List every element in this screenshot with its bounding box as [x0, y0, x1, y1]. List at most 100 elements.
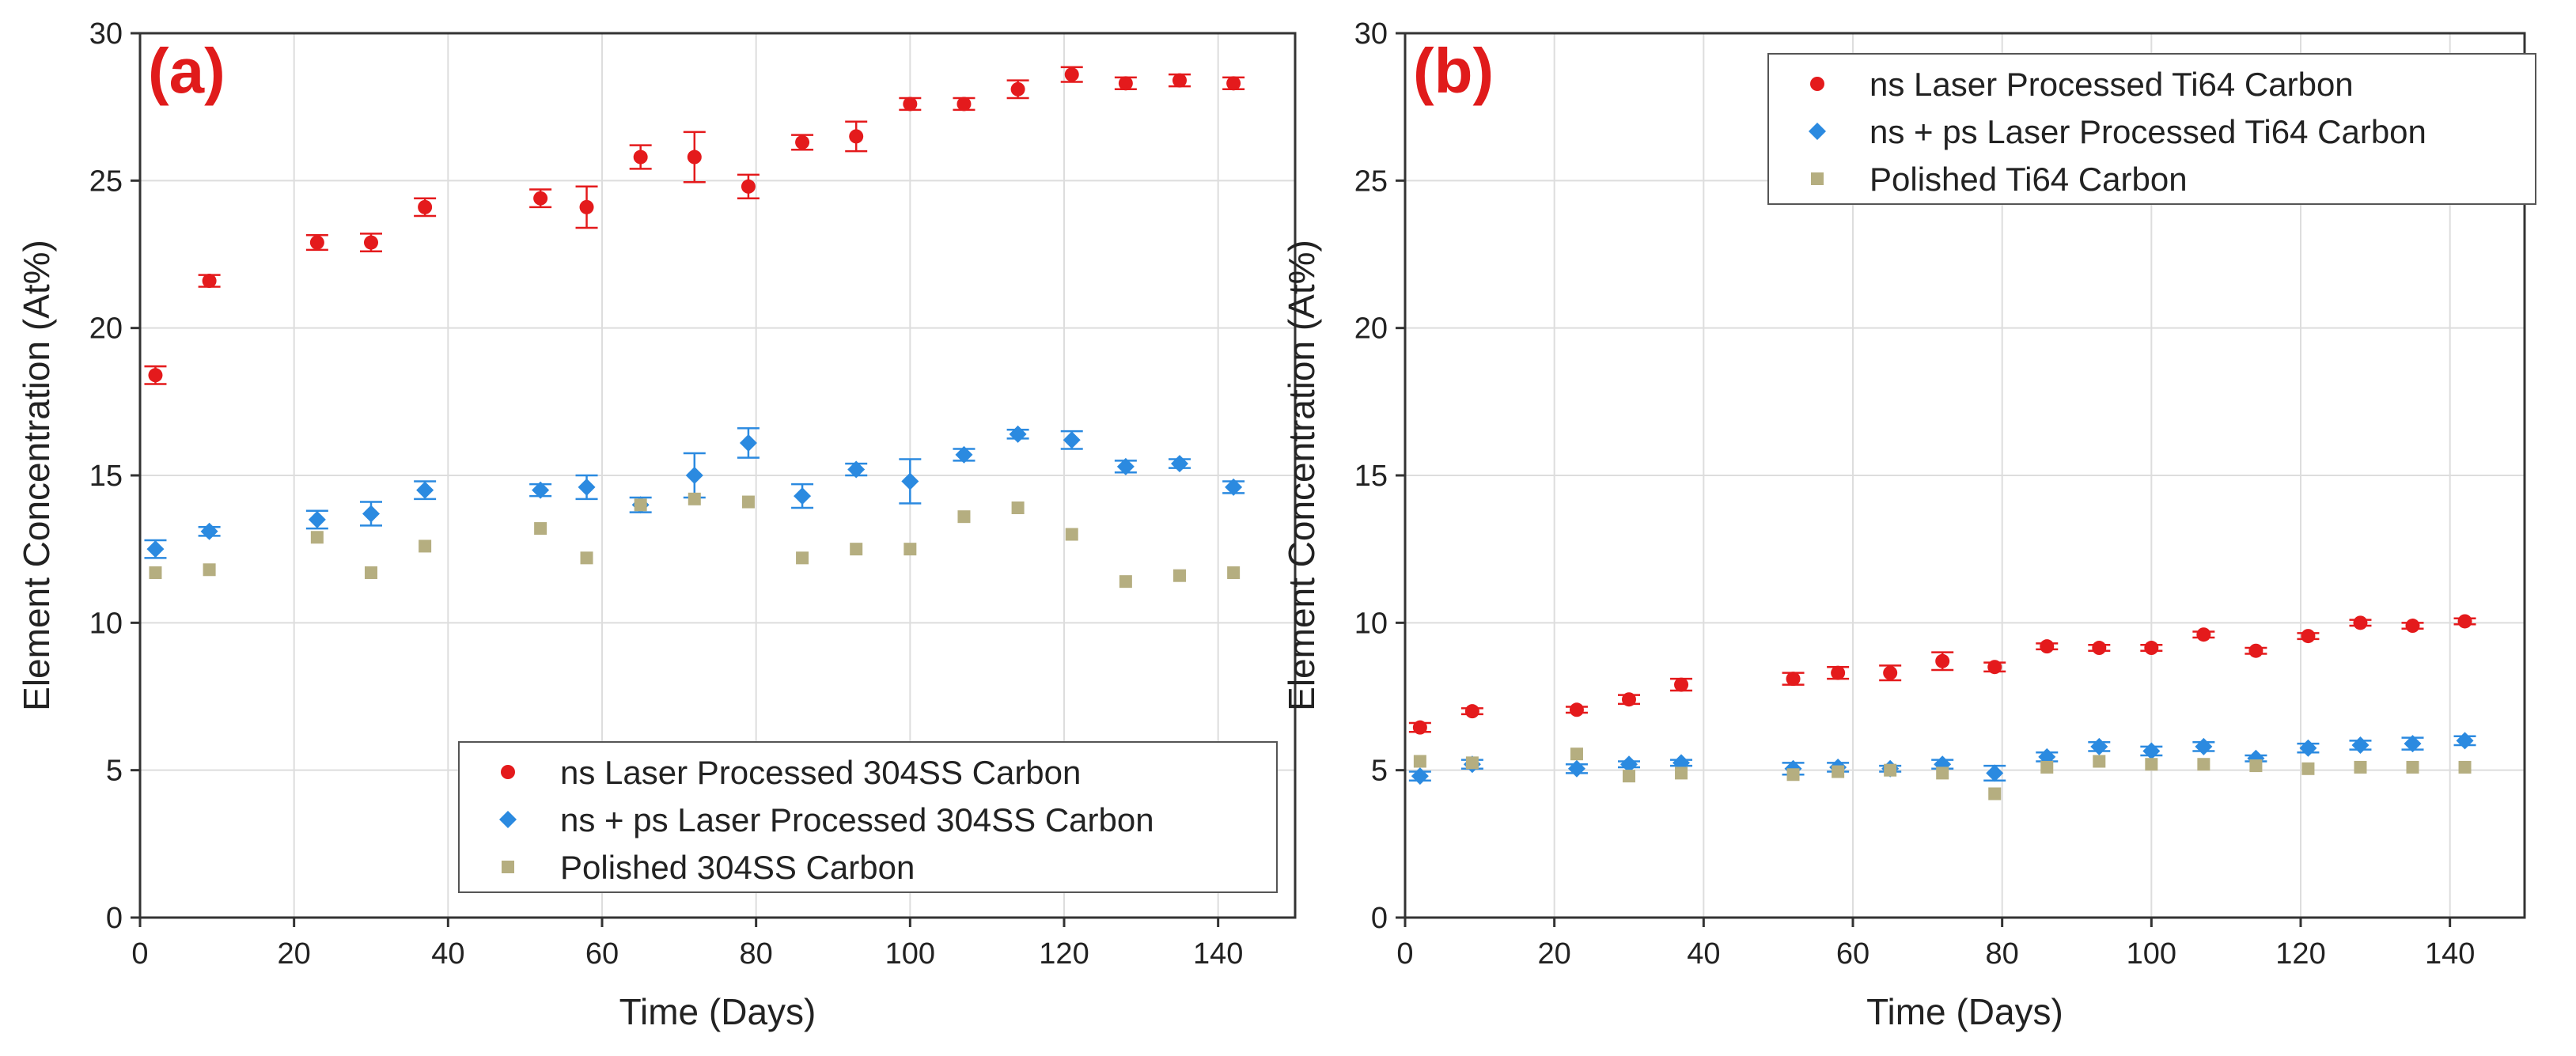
legend-marker	[1810, 77, 1824, 91]
data-point	[1988, 787, 2002, 801]
legend-marker	[501, 765, 515, 779]
data-point	[957, 97, 972, 112]
x-tick-label: 80	[740, 937, 773, 971]
data-point	[741, 179, 756, 194]
data-point	[849, 129, 864, 144]
x-tick-label: 0	[131, 937, 148, 971]
y-tick-label: 5	[1371, 755, 1388, 788]
data-point	[2405, 619, 2420, 634]
x-tick-label: 120	[1039, 937, 1089, 971]
data-point	[794, 487, 812, 505]
data-point	[903, 543, 917, 556]
data-point	[795, 134, 810, 150]
data-point	[1623, 770, 1635, 783]
series-3	[149, 492, 1241, 589]
data-point	[203, 563, 216, 577]
y-tick-label: 15	[89, 460, 123, 493]
data-point	[955, 445, 973, 464]
x-tick-label: 40	[1687, 937, 1720, 971]
data-point	[739, 434, 757, 452]
data-point	[1831, 665, 1846, 680]
data-point	[533, 191, 548, 206]
data-point	[901, 472, 919, 490]
y-axis-title: Element Concentration (At%)	[16, 240, 57, 711]
legend-label: ns Laser Processed 304SS Carbon	[560, 754, 1081, 791]
data-point	[687, 150, 702, 165]
data-point	[685, 467, 703, 484]
data-point	[534, 522, 547, 536]
data-point	[1987, 660, 2002, 675]
series-2	[144, 425, 1245, 559]
y-tick-label: 15	[1354, 460, 1388, 493]
data-point	[2195, 737, 2213, 755]
data-point	[1064, 67, 1079, 82]
data-point	[741, 495, 755, 509]
data-point	[1569, 702, 1584, 717]
data-point	[1412, 720, 1427, 735]
legend-marker	[499, 811, 517, 828]
data-point	[1413, 755, 1426, 768]
data-point	[1675, 766, 1688, 780]
data-point	[2353, 615, 2368, 630]
data-point	[1884, 763, 1897, 777]
data-point	[1011, 501, 1025, 514]
y-tick-label: 20	[89, 312, 123, 346]
data-point	[2040, 760, 2054, 774]
data-point	[2354, 760, 2367, 774]
x-tick-label: 80	[1986, 937, 2019, 971]
data-point	[1620, 755, 1638, 774]
data-point	[2406, 760, 2419, 774]
y-tick-label: 30	[1354, 17, 1388, 51]
data-point	[1465, 756, 1479, 770]
data-point	[1674, 677, 1689, 692]
x-axis-title: Time (Days)	[619, 991, 816, 1032]
x-tick-label: 20	[1538, 937, 1571, 971]
legend-box	[458, 741, 1278, 893]
legend-label: ns + ps Laser Processed Ti64 Carbon	[1869, 113, 2426, 150]
y-tick-label: 10	[1354, 607, 1388, 640]
data-point	[149, 566, 162, 579]
y-tick-label: 5	[106, 755, 123, 788]
legend-marker	[502, 861, 514, 873]
data-point	[847, 460, 866, 479]
x-tick-label: 120	[2275, 937, 2325, 971]
x-tick-label: 140	[1193, 937, 1243, 971]
data-point	[310, 531, 324, 544]
data-point	[2404, 735, 2422, 753]
data-point	[2248, 643, 2263, 658]
data-point	[1786, 672, 1801, 687]
data-point	[634, 498, 647, 512]
data-point	[580, 551, 593, 565]
y-tick-label: 20	[1354, 312, 1388, 346]
data-point	[364, 235, 378, 250]
data-point	[1173, 569, 1186, 582]
data-point	[1226, 76, 1241, 91]
data-point	[1883, 665, 1898, 680]
data-point	[1118, 76, 1133, 91]
data-point	[1009, 425, 1027, 443]
data-point	[633, 150, 648, 165]
panel-label: (a)	[148, 36, 225, 106]
data-point	[200, 522, 218, 540]
legend-label: Polished 304SS Carbon	[560, 849, 915, 886]
legend-label: ns + ps Laser Processed 304SS Carbon	[560, 801, 1154, 838]
data-point	[2301, 762, 2315, 775]
data-point	[309, 235, 324, 250]
data-point	[1119, 575, 1132, 589]
data-point	[362, 505, 380, 523]
legend: ns Laser Processed Ti64 Carbon ns + ps La…	[1767, 53, 2536, 205]
data-point	[1567, 759, 1585, 778]
data-point	[1936, 766, 1949, 780]
data-point	[1116, 457, 1135, 475]
data-point	[2301, 629, 2316, 644]
data-point	[578, 478, 596, 496]
y-tick-label: 10	[89, 607, 123, 640]
data-point	[1570, 748, 1583, 761]
data-point	[2456, 732, 2474, 750]
legend: ns Laser Processed 304SS Carbon ns + ps L…	[458, 741, 1278, 893]
data-point	[1464, 704, 1479, 719]
legend-label: ns Laser Processed Ti64 Carbon	[1869, 66, 2354, 103]
data-point	[419, 539, 432, 553]
y-tick-label: 30	[89, 17, 123, 51]
